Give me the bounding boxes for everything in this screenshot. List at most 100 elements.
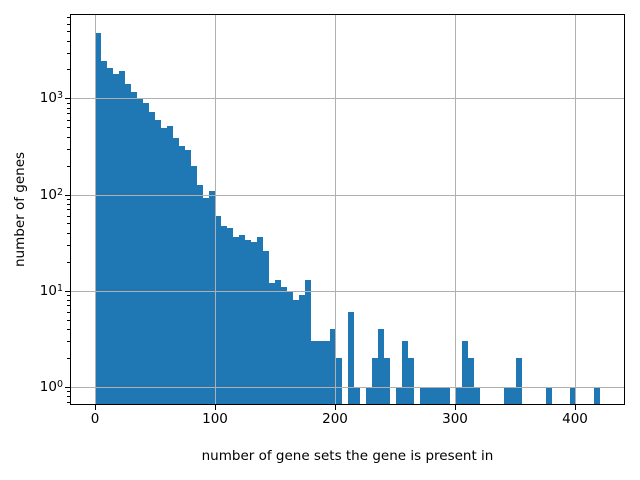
histogram-bar xyxy=(125,84,131,404)
histogram-bar xyxy=(269,283,275,404)
histogram-bar xyxy=(227,228,233,404)
histogram-bar xyxy=(185,150,191,404)
gridline-y xyxy=(71,387,624,388)
histogram-bar xyxy=(474,387,480,404)
y-minor-tick xyxy=(67,391,70,392)
y-minor-tick xyxy=(67,199,70,200)
y-minor-tick xyxy=(67,149,70,150)
histogram-bar xyxy=(119,71,125,404)
x-tick-label: 400 xyxy=(562,411,588,427)
y-minor-tick xyxy=(67,402,70,403)
y-tick-label: 103 xyxy=(39,90,63,106)
y-minor-tick xyxy=(67,137,70,138)
histogram-bar xyxy=(305,280,311,404)
y-minor-tick xyxy=(67,216,70,217)
y-minor-tick xyxy=(67,320,70,321)
histogram-bar xyxy=(263,251,269,404)
x-axis-label: number of gene sets the gene is present … xyxy=(201,448,494,464)
histogram-bar xyxy=(143,103,149,404)
histogram-bar xyxy=(131,92,137,404)
histogram-bar xyxy=(107,68,113,404)
histogram-bar xyxy=(420,387,426,404)
histogram-bar xyxy=(594,387,600,404)
y-minor-tick xyxy=(67,341,70,342)
histogram-bar xyxy=(330,329,336,404)
gridline-x xyxy=(215,15,216,404)
histogram-bar xyxy=(203,198,209,404)
histogram-bar xyxy=(149,112,155,404)
x-tick xyxy=(335,405,336,410)
y-minor-tick xyxy=(67,262,70,263)
y-minor-tick xyxy=(67,41,70,42)
histogram-bar xyxy=(438,387,444,404)
x-tick xyxy=(575,405,576,410)
histogram-bar xyxy=(378,329,384,404)
histogram-bar xyxy=(137,99,143,404)
gridline-x xyxy=(455,15,456,404)
histogram-bar xyxy=(468,358,474,404)
y-minor-tick xyxy=(67,69,70,70)
y-minor-tick xyxy=(67,295,70,296)
histogram-bar xyxy=(167,126,173,404)
histogram-bar xyxy=(516,358,522,404)
y-minor-tick xyxy=(67,166,70,167)
histogram-bar xyxy=(456,387,462,404)
y-minor-tick xyxy=(67,329,70,330)
histogram-bar xyxy=(402,341,408,404)
y-tick-label: 100 xyxy=(39,379,63,395)
y-minor-tick xyxy=(67,24,70,25)
histogram-bar xyxy=(221,226,227,404)
histogram-bar xyxy=(245,240,251,404)
histogram-bar xyxy=(257,237,263,404)
y-minor-tick xyxy=(67,204,70,205)
y-axis-label: number of genes xyxy=(12,151,28,268)
y-minor-tick xyxy=(67,245,70,246)
y-minor-tick xyxy=(67,396,70,397)
y-minor-tick xyxy=(67,17,70,18)
y-tick xyxy=(65,98,70,99)
histogram-bar xyxy=(179,146,185,404)
histogram-bar xyxy=(293,300,299,404)
histogram-bar xyxy=(173,138,179,404)
histogram-bar xyxy=(462,341,468,404)
x-tick xyxy=(95,405,96,410)
histogram-bar xyxy=(546,387,552,404)
y-minor-tick xyxy=(67,31,70,32)
y-minor-tick xyxy=(67,53,70,54)
histogram-bar xyxy=(233,237,239,404)
y-tick xyxy=(65,291,70,292)
y-tick-label: 102 xyxy=(39,187,63,203)
histogram-bar xyxy=(95,33,101,404)
y-minor-tick xyxy=(67,209,70,210)
histogram-bar xyxy=(191,166,197,404)
gridline-x xyxy=(335,15,336,404)
histogram-bar xyxy=(311,341,317,404)
histogram-bar xyxy=(510,387,516,404)
gridline-y xyxy=(71,195,624,196)
histogram-bar xyxy=(336,358,342,404)
histogram-bar xyxy=(161,128,167,404)
histogram-bar xyxy=(239,235,245,404)
gridline-x xyxy=(575,15,576,404)
y-minor-tick xyxy=(67,300,70,301)
histogram-bar xyxy=(372,358,378,404)
y-tick xyxy=(65,195,70,196)
histogram-bar xyxy=(281,287,287,404)
histogram-bar xyxy=(444,387,450,404)
histogram-bar xyxy=(432,387,438,404)
histogram-bar xyxy=(426,387,432,404)
histogram-bar xyxy=(299,295,305,404)
histogram-bar xyxy=(323,341,330,404)
histogram-bar xyxy=(251,242,257,404)
histogram-bar xyxy=(317,341,323,404)
histogram-bar xyxy=(287,291,293,404)
y-minor-tick xyxy=(67,358,70,359)
y-minor-tick xyxy=(67,305,70,306)
y-minor-tick xyxy=(67,312,70,313)
histogram-bar xyxy=(215,216,221,404)
y-minor-tick xyxy=(67,127,70,128)
y-minor-tick xyxy=(67,223,70,224)
histogram-bar xyxy=(113,74,119,404)
histogram-bar xyxy=(354,387,360,404)
histogram-bar xyxy=(275,280,281,404)
